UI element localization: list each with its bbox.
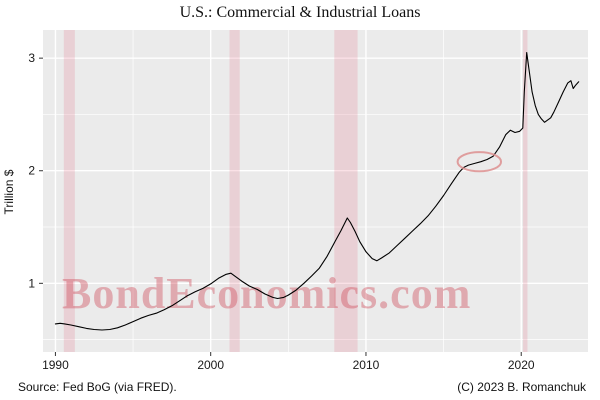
chart-title: U.S.: Commercial & Industrial Loans xyxy=(179,4,421,21)
source-note: Source: Fed BoG (via FRED). xyxy=(18,380,177,394)
y-tick-label: 1 xyxy=(28,276,35,290)
x-tick-label: 2000 xyxy=(197,358,224,372)
copyright-note: (C) 2023 B. Romanchuk xyxy=(457,380,586,394)
watermark-text: BondEconomics.com xyxy=(62,269,471,318)
recession-band xyxy=(334,30,358,352)
recession-band xyxy=(523,30,528,352)
x-tick-label: 1990 xyxy=(42,358,69,372)
plot-panel xyxy=(43,30,588,352)
loans-series-line xyxy=(54,51,580,331)
y-tick-label: 3 xyxy=(28,51,35,65)
recession-band xyxy=(63,30,75,352)
x-tick-label: 2010 xyxy=(353,358,380,372)
y-tick-label: 2 xyxy=(28,164,35,178)
highlight-ellipse-annotation xyxy=(456,151,503,173)
x-tick-label: 2020 xyxy=(508,358,535,372)
recession-band xyxy=(229,30,240,352)
